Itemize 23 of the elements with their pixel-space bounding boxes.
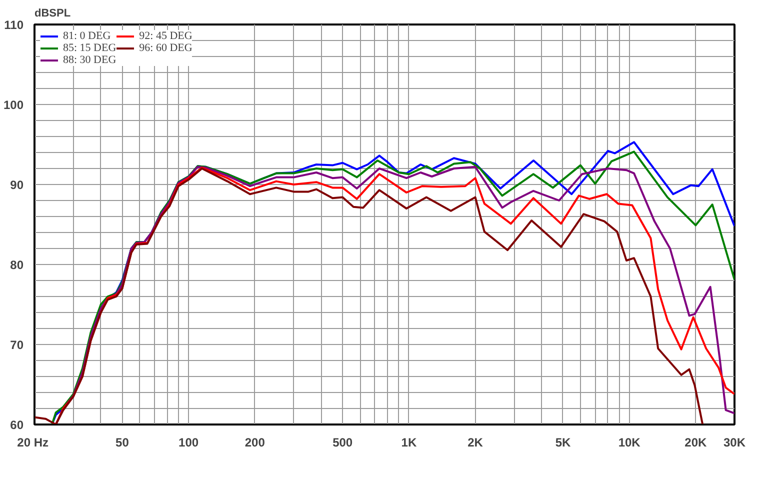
x-tick-label: 100 — [178, 436, 199, 450]
x-tick-label: 10K — [618, 436, 641, 450]
legend-label: 85: 15 DEG — [63, 42, 116, 54]
y-tick-label: 110 — [4, 18, 24, 32]
x-tick-label: 20 Hz — [17, 436, 49, 450]
legend-label: 81: 0 DEG — [63, 30, 111, 42]
legend-label: 96: 60 DEG — [139, 42, 192, 54]
x-tick-label: 200 — [244, 436, 266, 450]
x-tick-label: 20K — [684, 436, 708, 450]
x-tick-label: 2K — [468, 436, 484, 450]
legend-label: 88: 30 DEG — [63, 54, 116, 66]
legend-label: 92: 45 DEG — [139, 30, 192, 42]
x-tick-label: 50 — [116, 436, 130, 450]
y-tick-label: 70 — [10, 338, 24, 352]
y-tick-label: 60 — [10, 418, 24, 432]
x-tick-label: 1K — [401, 436, 417, 450]
y-tick-label: 100 — [3, 98, 24, 112]
x-tick-label: 5K — [555, 436, 571, 450]
y-tick-label: 80 — [10, 258, 24, 272]
y-tick-label: 90 — [10, 178, 24, 192]
x-tick-label: 500 — [332, 436, 353, 450]
x-tick-label: 30K — [723, 436, 746, 450]
y-axis-title: dBSPL — [34, 8, 71, 20]
